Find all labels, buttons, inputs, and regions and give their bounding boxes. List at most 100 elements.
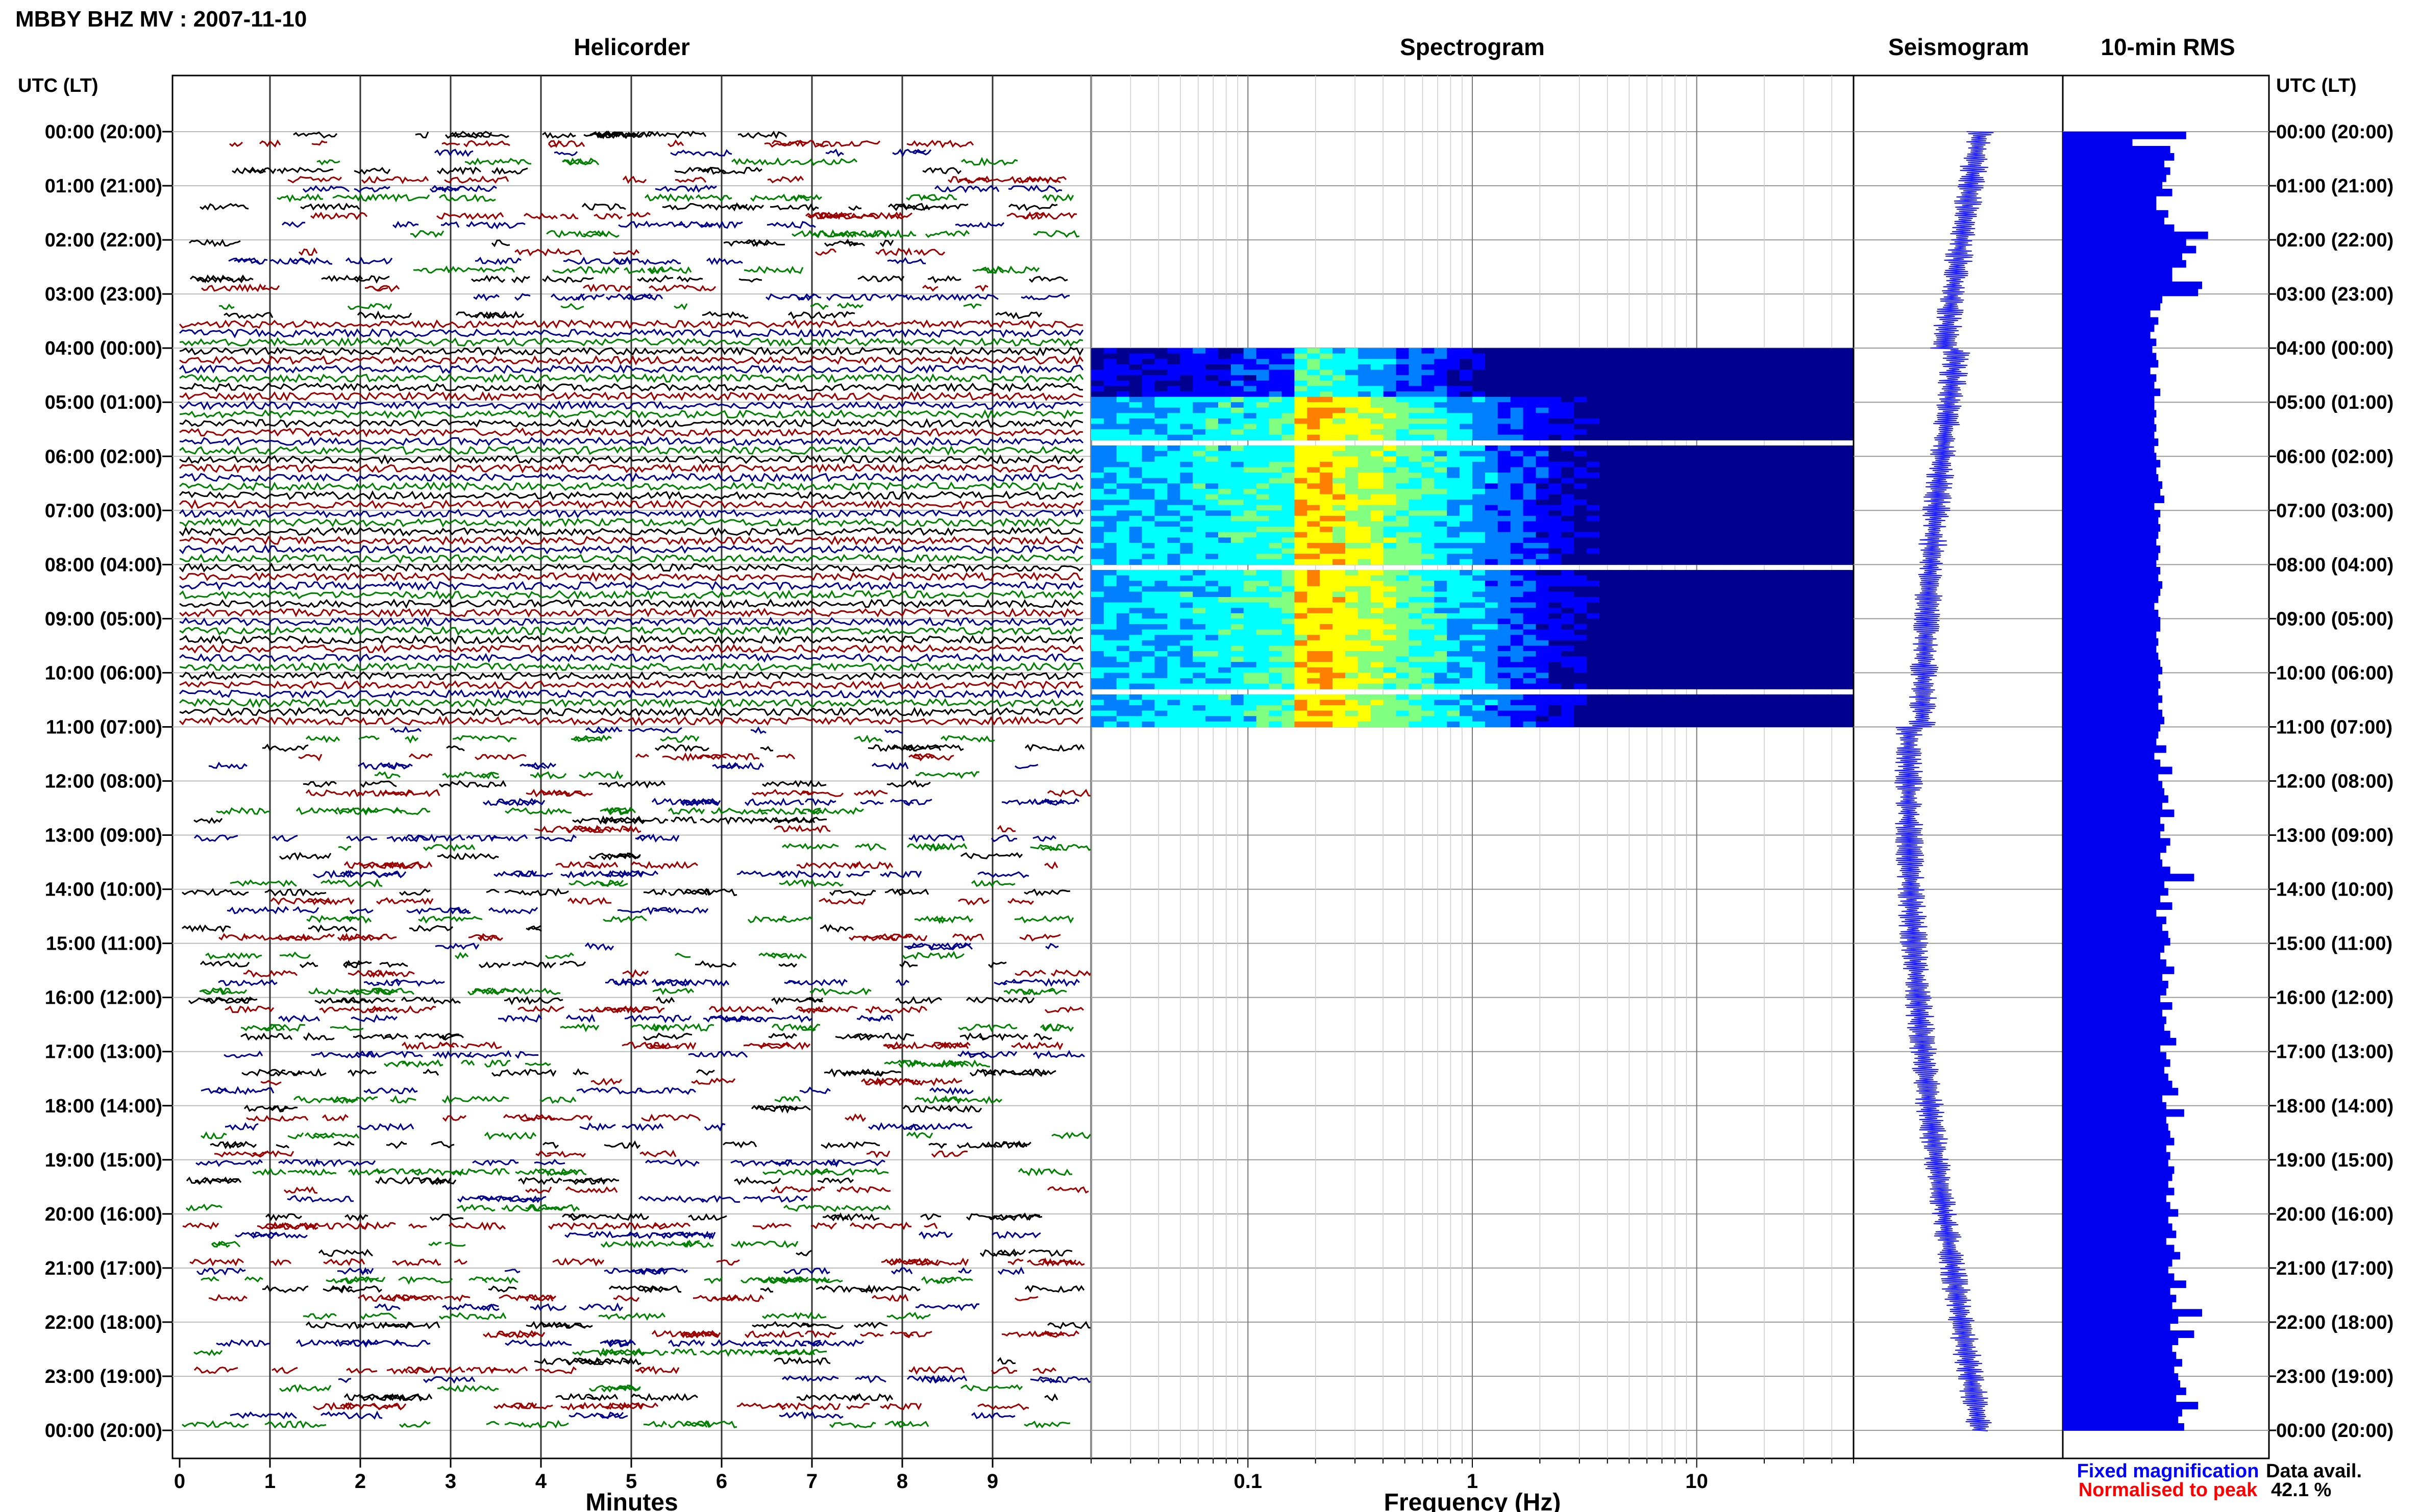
spectrogram-cell <box>1129 586 1143 592</box>
spectrogram-cell <box>1497 602 1511 608</box>
spectrogram-cell <box>1726 402 1740 408</box>
spectrogram-cell <box>1803 667 1816 673</box>
rms-bar <box>2063 852 2161 860</box>
spectrogram-cell <box>1726 667 1740 673</box>
spectrogram-cell <box>1803 445 1816 452</box>
spectrogram-cell <box>1688 451 1701 457</box>
spectrogram-cell <box>1497 527 1511 533</box>
spectrogram-cell <box>1116 396 1130 403</box>
spectrogram-cell <box>1497 635 1511 641</box>
spectrogram-cell <box>1841 629 1854 635</box>
spectrogram-cell <box>1370 646 1384 652</box>
spectrogram-cell <box>1650 710 1664 716</box>
spectrogram-cell <box>1357 683 1371 689</box>
spectrogram-cell <box>1828 510 1841 516</box>
spectrogram-cell <box>1230 629 1244 635</box>
rms-bar <box>2063 560 2157 567</box>
helicorder-trace <box>195 1158 885 1168</box>
spectrogram-cell <box>1370 391 1384 398</box>
spectrogram-cell <box>1536 608 1549 614</box>
y-tick-label: 03:00 (23:00) <box>45 284 162 305</box>
spectrogram-cell <box>1281 527 1295 533</box>
spectrogram-cell <box>1129 716 1143 722</box>
spectrogram-cell <box>1815 488 1829 495</box>
spectrogram-cell <box>1701 705 1714 711</box>
spectrogram-cell <box>1815 673 1829 679</box>
spectrogram-cell <box>1294 537 1307 543</box>
spectrogram-cell <box>1815 424 1829 430</box>
spectrogram-cell <box>1460 380 1473 386</box>
spectrogram-cell <box>1485 569 1498 576</box>
rms-bar <box>2063 959 2166 967</box>
spectrogram-cell <box>1663 407 1676 413</box>
spectrogram-cell <box>1091 434 1104 440</box>
spectrogram-cell <box>1307 683 1320 689</box>
spectrogram-cell <box>1828 494 1841 500</box>
spectrogram-cell <box>1230 413 1244 419</box>
spectrogram-cell <box>1421 710 1435 716</box>
spectrogram-cell <box>1256 656 1270 662</box>
spectrogram-cell <box>1523 673 1537 679</box>
spectrogram-cell <box>1243 586 1257 592</box>
spectrogram-cell <box>1281 613 1295 619</box>
spectrogram-cell <box>1193 597 1206 603</box>
spectrogram-cell <box>1739 473 1752 479</box>
spectrogram-cell <box>1803 494 1816 500</box>
x-tick-label: 7 <box>806 1470 818 1493</box>
spectrogram-cell <box>1307 710 1320 716</box>
spectrogram-cell <box>1548 700 1562 706</box>
spectrogram-cell <box>1307 407 1320 413</box>
spectrogram-cell <box>1294 348 1307 354</box>
spectrogram-cell <box>1370 364 1384 370</box>
spectrogram-cell <box>1218 710 1231 716</box>
spectrogram-cell <box>1142 375 1155 381</box>
spectrogram-cell <box>1332 646 1346 652</box>
spectrogram-cell <box>1383 478 1397 484</box>
spectrogram-cell <box>1599 678 1613 684</box>
rms-bar <box>2063 702 2159 710</box>
spectrogram-cell <box>1675 413 1689 419</box>
spectrogram-cell <box>1650 542 1664 549</box>
spectrogram-cell <box>1421 391 1435 398</box>
spectrogram-cell <box>1523 656 1537 662</box>
helicorder-trace <box>313 1401 1029 1411</box>
spectrogram-cell <box>1536 586 1549 592</box>
spectrogram-cell <box>1587 629 1600 635</box>
spectrogram-cell <box>1510 575 1524 581</box>
spectrogram-cell <box>1421 348 1435 354</box>
spectrogram-cell <box>1777 494 1791 500</box>
spectrogram-cell <box>1574 537 1587 543</box>
spectrogram-cell <box>1332 451 1346 457</box>
spectrogram-cell <box>1409 635 1422 641</box>
spectrogram-cell <box>1548 386 1562 392</box>
spectrogram-cell <box>1370 575 1384 581</box>
spectrogram-cell <box>1663 532 1676 538</box>
spectrogram-cell <box>1116 407 1130 413</box>
spectrogram-cell <box>1828 532 1841 538</box>
spectrogram-cell <box>1396 721 1410 728</box>
spectrogram-cell <box>1612 640 1625 646</box>
spectrogram-cell <box>1357 673 1371 679</box>
spectrogram-cell <box>1624 418 1638 425</box>
spectrogram-cell <box>1409 548 1422 554</box>
spectrogram-cell <box>1256 673 1270 679</box>
spectrogram-cell <box>1447 559 1460 565</box>
spectrogram-cell <box>1510 608 1524 614</box>
spectrogram-cell <box>1650 559 1664 565</box>
spectrogram-cell <box>1218 554 1231 560</box>
spectrogram-cell <box>1103 673 1117 679</box>
spectrogram-cell <box>1714 710 1727 716</box>
spectrogram-cell <box>1726 478 1740 484</box>
spectrogram-cell <box>1510 494 1524 500</box>
spectrogram-cell <box>1243 613 1257 619</box>
spectrogram-cell <box>1370 537 1384 543</box>
spectrogram-cell <box>1815 494 1829 500</box>
spectrogram-cell <box>1485 700 1498 706</box>
spectrogram-cell <box>1751 353 1765 359</box>
spectrogram-cell <box>1460 461 1473 468</box>
spectrogram-cell <box>1841 521 1854 527</box>
spectrogram-cell <box>1447 396 1460 403</box>
spectrogram-cell <box>1599 380 1613 386</box>
spectrogram-cell <box>1193 488 1206 495</box>
spectrogram-cell <box>1536 721 1549 728</box>
